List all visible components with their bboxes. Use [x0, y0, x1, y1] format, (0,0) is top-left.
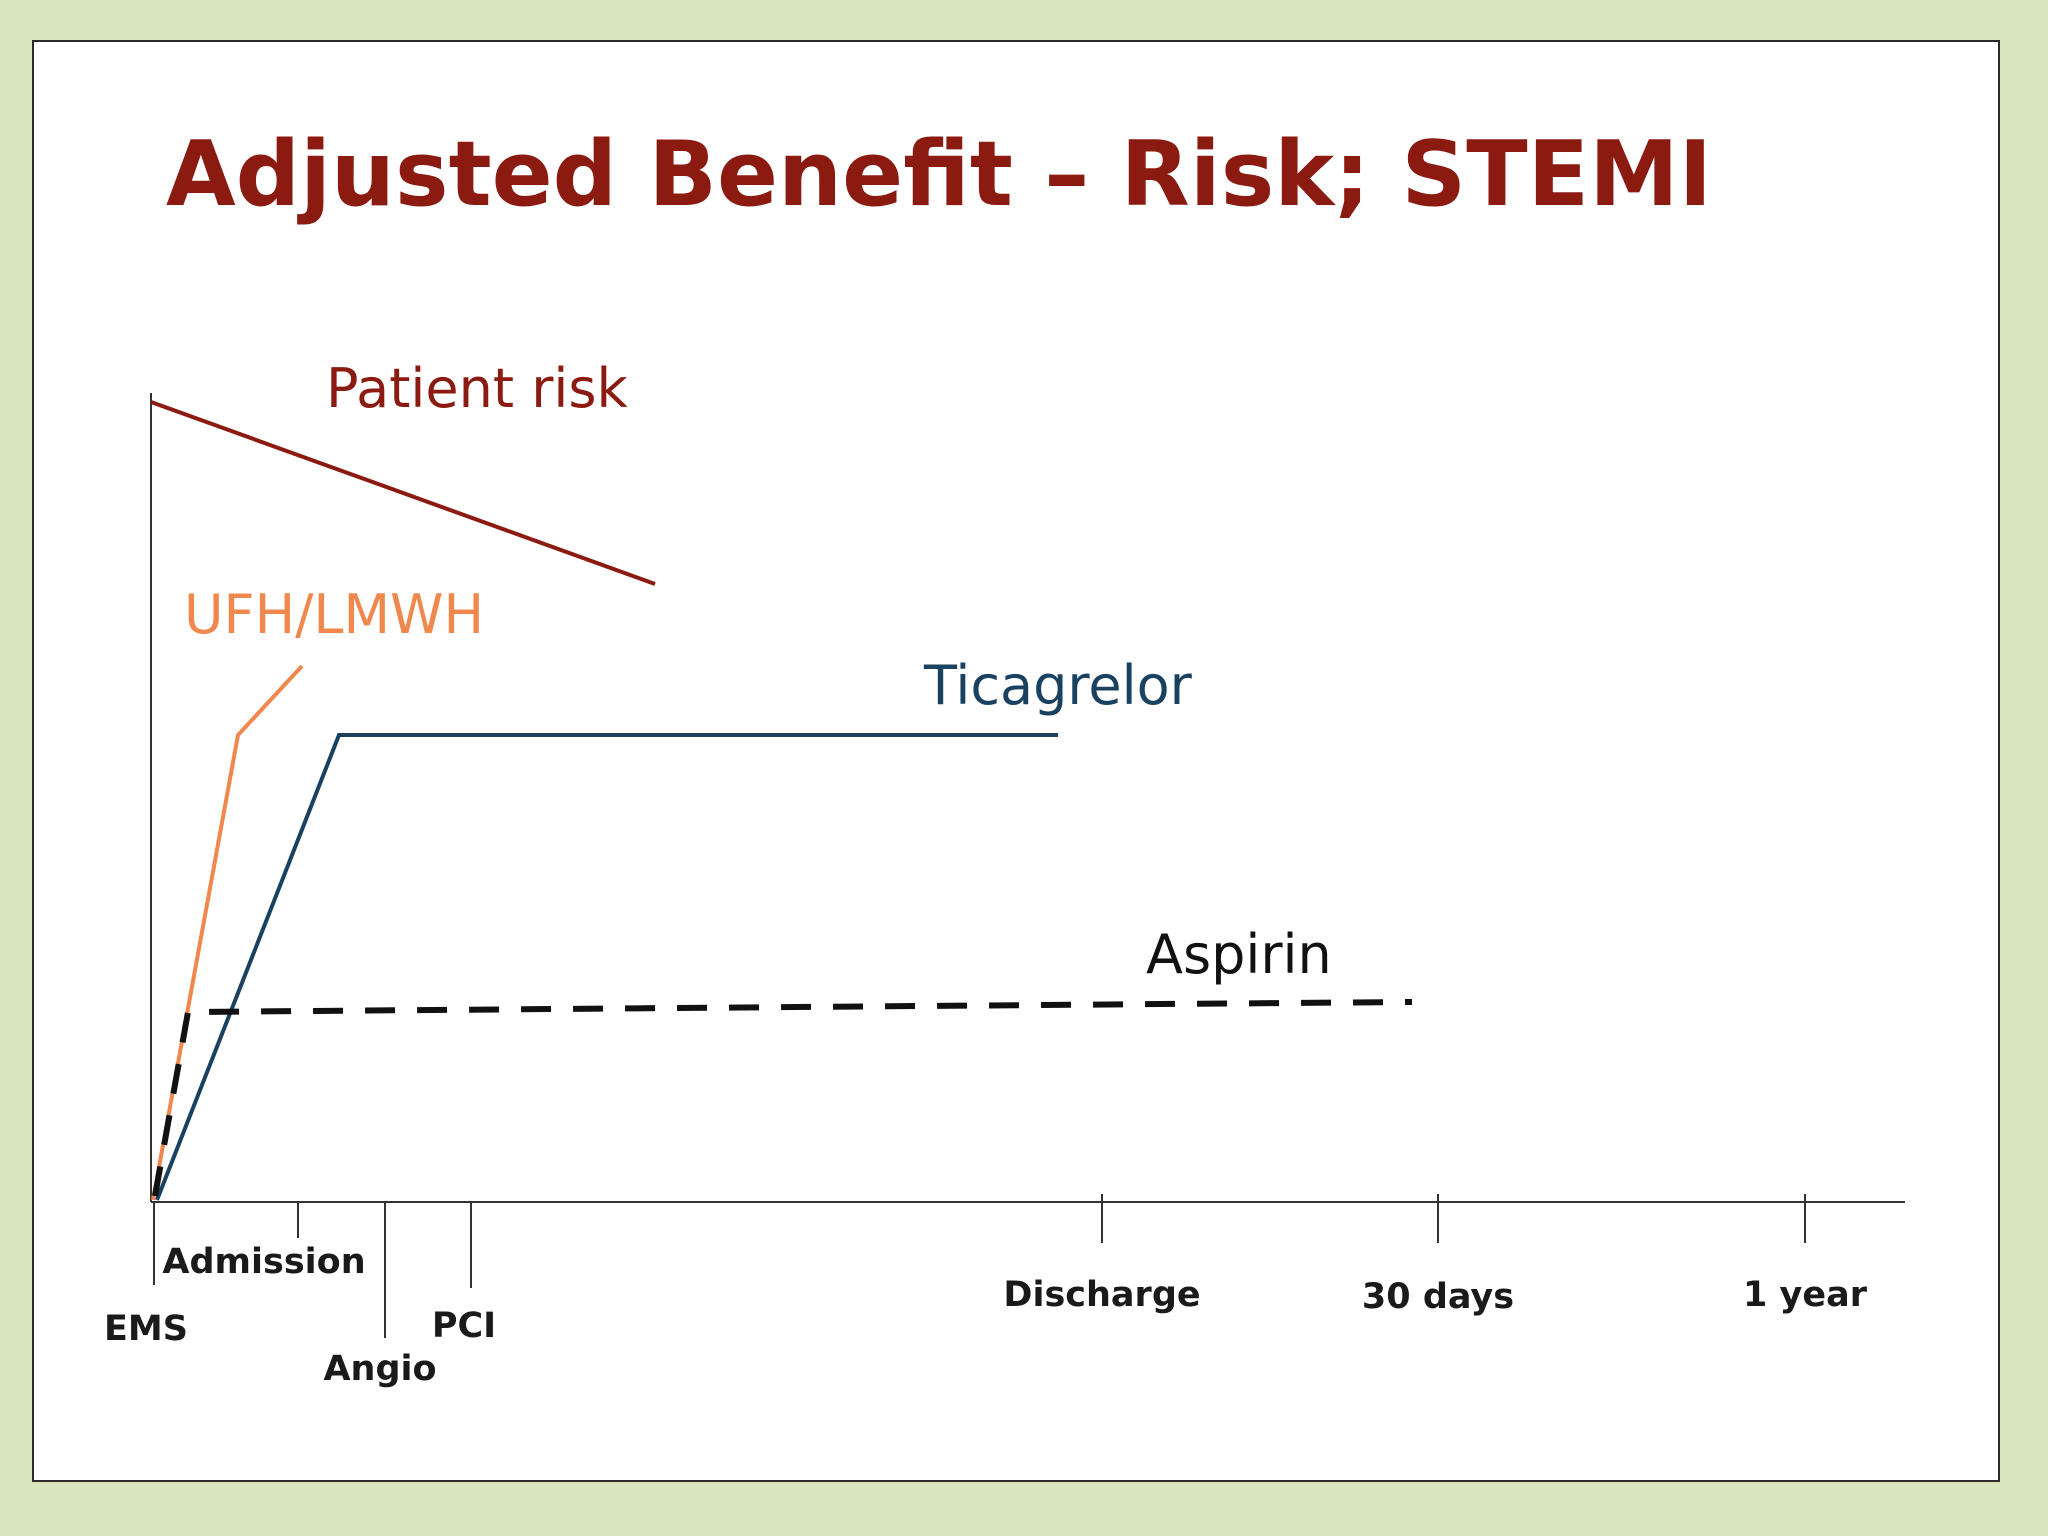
series-line-aspirin: [152, 999, 1413, 1197]
tick-label-30-days: 30 days: [1362, 1277, 1514, 1317]
tick-label-1-year: 1 year: [1743, 1275, 1868, 1315]
series-line-ticagrelor: [155, 733, 1058, 1201]
tick-label-pci: PCI: [432, 1306, 496, 1346]
series-label-aspirin: Aspirin: [1146, 923, 1332, 986]
tick-label-discharge: Discharge: [1003, 1275, 1200, 1315]
tick-label-ems: EMS: [104, 1309, 188, 1349]
slide-panel: [32, 40, 2000, 1482]
tick-label-angio: Angio: [323, 1349, 436, 1389]
page-title: Adjusted Benefit – Risk; STEMI: [166, 122, 1712, 227]
tick-label-admission: Admission: [162, 1242, 365, 1282]
series-line-ufh-lmwh: [151, 664, 304, 1201]
series-line-patient-risk: [150, 400, 656, 586]
series-label-ufh-lmwh: UFH/LMWH: [184, 583, 484, 646]
series-label-patient-risk: Patient risk: [326, 357, 629, 420]
series-label-ticagrelor: Ticagrelor: [923, 654, 1193, 717]
